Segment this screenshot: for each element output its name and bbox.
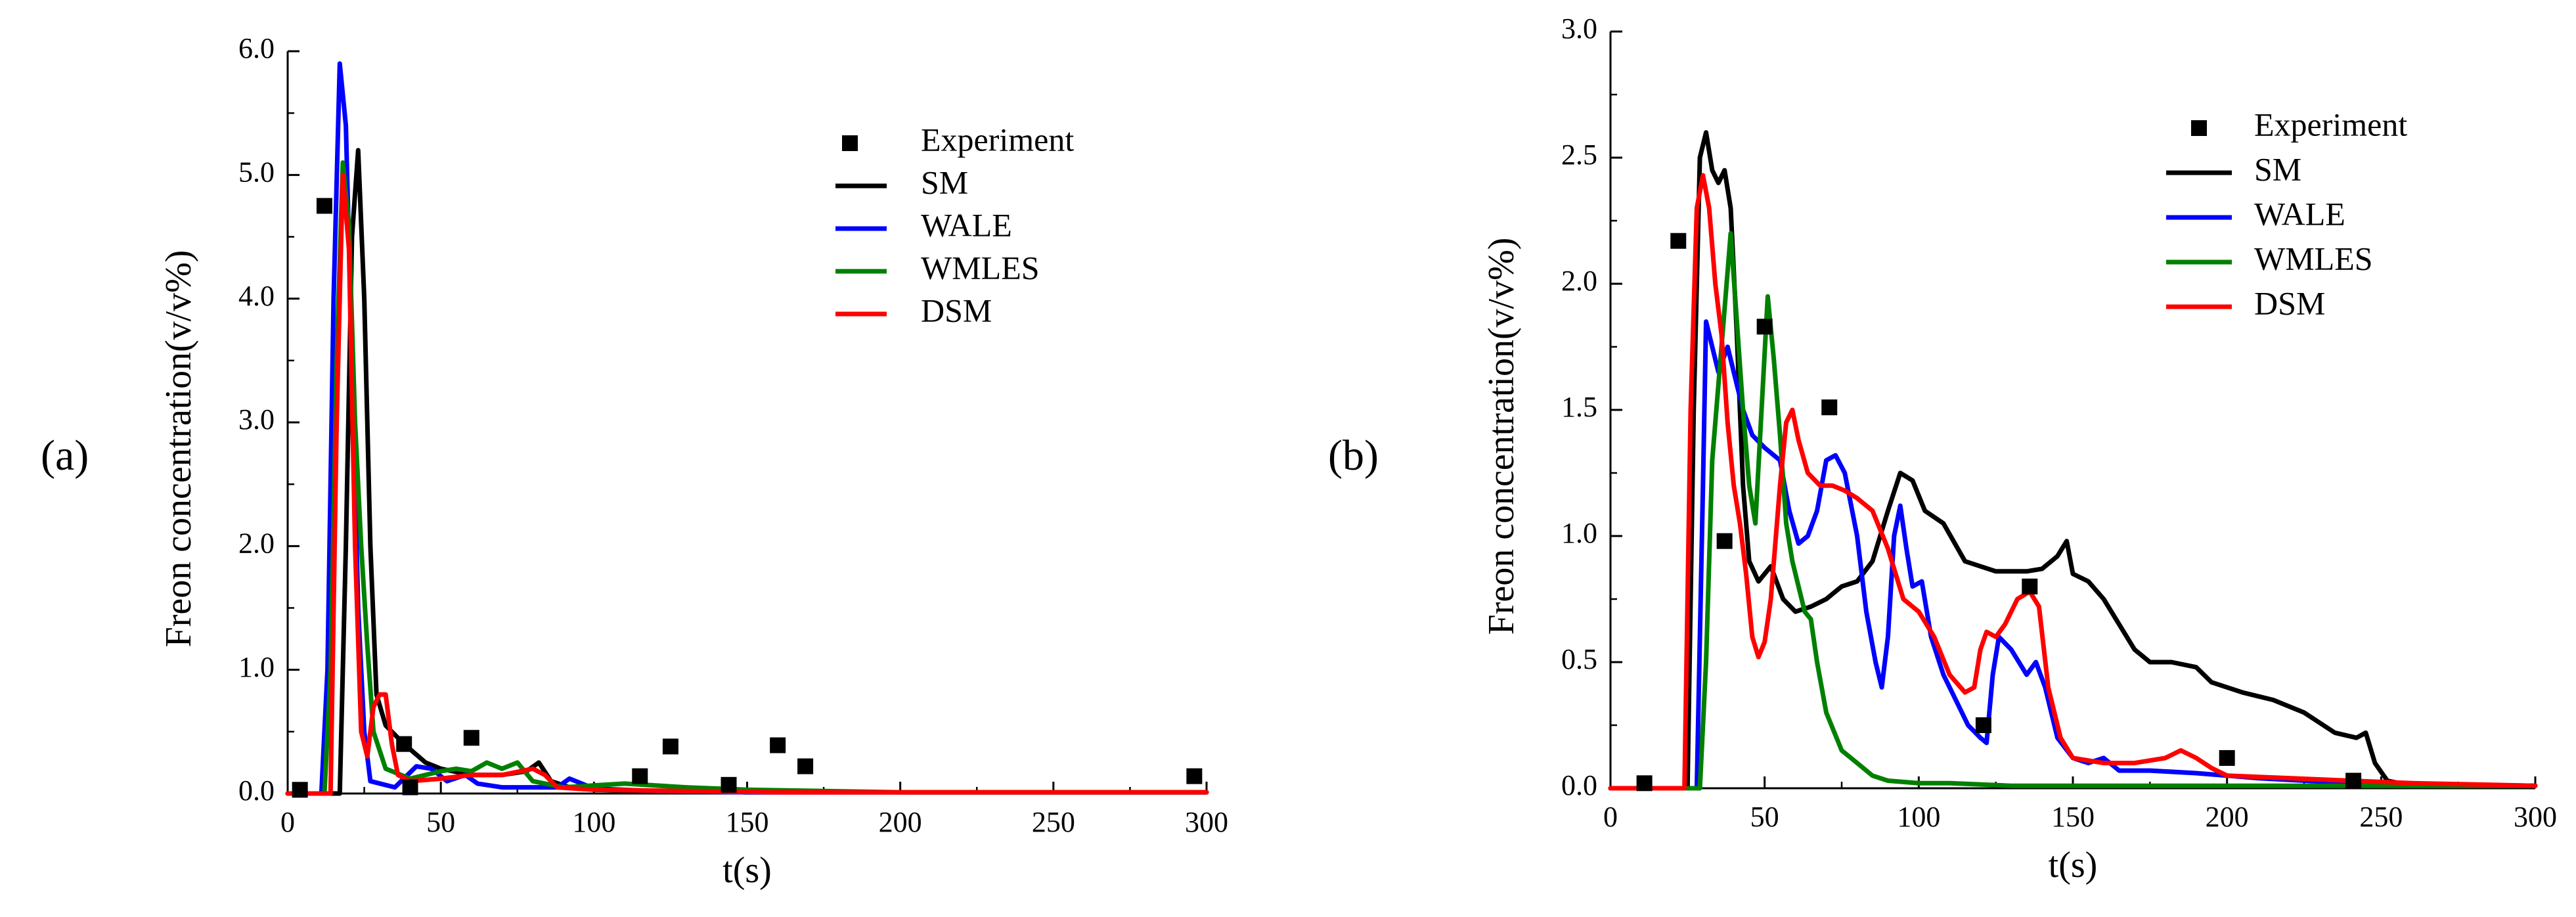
panel-a-y-tick-label: 0.0	[238, 774, 275, 807]
panel-a-experiment-point	[396, 736, 412, 752]
panel-b-y-tick-label: 1.0	[1561, 517, 1597, 549]
panel-a-x-axis-label: t(s)	[722, 850, 772, 891]
panel-a-experiment-point	[721, 776, 737, 793]
panel-b-x-tick-label: 0	[1603, 801, 1618, 833]
panel-a-legend-dsm-label: DSM	[921, 292, 992, 328]
panel-b-experiment-point	[1821, 399, 1838, 416]
panel-b-y-tick-label: 1.5	[1561, 391, 1597, 423]
panel-b-legend-wale-label: WALE	[2254, 195, 2345, 232]
panel-a-y-tick-label: 2.0	[238, 527, 275, 559]
panel-a-x-tick-label: 0	[280, 806, 295, 838]
panel-a-y-tick-label: 1.0	[238, 651, 275, 683]
panel-b-x-tick-label: 300	[2514, 801, 2557, 833]
panel-b-x-tick-label: 100	[1897, 801, 1940, 833]
panel-a-y-tick-label: 6.0	[238, 32, 275, 64]
panel-b-y-tick-label: 2.5	[1561, 139, 1597, 171]
panel-a-experiment-point	[1186, 768, 1203, 784]
panel-b-x-tick-label: 250	[2359, 801, 2403, 833]
panel-a-label: (a)	[41, 432, 89, 480]
panel-a-y-tick-label: 5.0	[238, 156, 275, 188]
panel-a-legend-experiment-marker	[842, 135, 858, 151]
panel-a-x-tick-label: 300	[1185, 806, 1228, 838]
panel-b-legend-sm-label: SM	[2254, 150, 2301, 187]
panel-a-x-tick-label: 150	[726, 806, 769, 838]
panel-a-legend-wale-label: WALE	[921, 206, 1012, 243]
panel-b-experiment-point	[1716, 533, 1733, 549]
panel-b-x-tick-label: 200	[2206, 801, 2249, 833]
panel-b-series-wmles	[1608, 231, 2538, 791]
panel-b-y-axis-label: Freon concentration(v/v%)	[1481, 238, 1522, 635]
panel-a-experiment-point	[662, 738, 678, 755]
panel-a-experiment-point	[632, 768, 648, 784]
panel-b-legend-wmles-label: WMLES	[2254, 240, 2373, 277]
panel-b-experiment-point	[1975, 717, 1991, 733]
panel-a-series-wale	[285, 61, 1209, 796]
panel-b-x-tick-label: 50	[1750, 801, 1779, 833]
panel-a-legend-wmles-label: WMLES	[921, 249, 1040, 286]
panel-a-series-wmles	[285, 160, 1209, 796]
panel-b-legend-experiment-marker	[2191, 120, 2207, 136]
panel-b-x-tick-label: 150	[2051, 801, 2095, 833]
panel-b-legend-dsm-label: DSM	[2254, 284, 2325, 321]
panel-a-legend-experiment-label: Experiment	[921, 121, 1074, 158]
panel-a-x-tick-label: 100	[572, 806, 615, 838]
panel-b-experiment-point	[1670, 233, 1687, 249]
panel-b-y-tick-label: 0.5	[1561, 643, 1597, 675]
panel-b-y-tick-label: 3.0	[1561, 12, 1597, 45]
panel-a-experiment-point	[463, 730, 479, 746]
panel-a-x-tick-label: 200	[879, 806, 922, 838]
panel-b-experiment-point	[1636, 775, 1653, 792]
panel-a-experiment-point	[770, 737, 786, 753]
panel-b-experiment-point	[2022, 578, 2038, 594]
panel-a-experiment-point	[797, 758, 814, 774]
panel-b-legend-experiment-label: Experiment	[2254, 106, 2407, 143]
panel-a-legend-sm-label: SM	[921, 164, 968, 200]
panel-b-label: (b)	[1328, 432, 1379, 480]
panel-b-experiment-point	[1756, 319, 1773, 335]
panel-a-x-tick-label: 250	[1032, 806, 1075, 838]
panel-a-experiment-point	[316, 198, 332, 214]
panel-a-y-tick-label: 4.0	[238, 280, 275, 312]
panel-b-y-tick-label: 2.0	[1561, 265, 1597, 297]
panel-b-experiment-point	[2219, 749, 2235, 766]
panel-a-y-tick-label: 3.0	[238, 403, 275, 436]
panel-b-legend: Experiment SM WALE WMLES DSM	[2166, 106, 2407, 321]
panel-a-experiment-point	[292, 782, 308, 798]
panel-a-y-axis-label: Freon concentration(v/v%)	[158, 250, 199, 648]
panel-b-y-tick-label: 0.0	[1561, 769, 1597, 801]
panel-b-experiment-point	[2345, 772, 2362, 789]
panel-b-series-dsm	[1608, 173, 2538, 791]
panel-b: (b) 0 50 100 150 200 250 300 0.0 0.5 1.0 1.5 2.0 2.5 3…	[1328, 12, 2557, 885]
panel-b-x-axis-label: t(s)	[2049, 845, 2098, 885]
panel-a-experiment-point	[402, 779, 418, 795]
panel-a: (a) 0 50 100 150 200 250 300 0.0 1.0 2.0 3.0 4.0 5.0 6…	[41, 32, 1228, 891]
panel-a-x-tick-label: 50	[426, 806, 455, 838]
panel-a-series-dsm	[285, 172, 1209, 796]
panel-a-legend: Experiment SM WALE WMLES DSM	[835, 121, 1074, 328]
